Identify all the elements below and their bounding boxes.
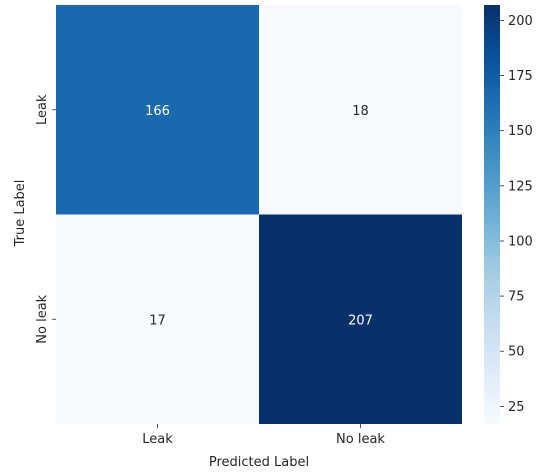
y-axis-label: True Label	[13, 180, 28, 248]
y-tick-label: Leak	[35, 94, 50, 125]
cell-value-label: 17	[149, 313, 166, 328]
x-axis: Leak No leak	[142, 424, 385, 447]
colorbar-tick-label: 200	[508, 14, 533, 29]
heatmap-cell	[259, 214, 462, 424]
y-axis: Leak No leak	[35, 94, 56, 344]
heatmap-cell	[56, 5, 259, 215]
colorbar-tick-label: 150	[508, 124, 533, 139]
cell-value-label: 207	[348, 313, 373, 328]
colorbar: 25 50 75 100 125 150 175 200	[484, 5, 533, 424]
colorbar-gradient	[484, 5, 500, 424]
colorbar-tick-label: 175	[508, 69, 533, 84]
colorbar-tick-label: 50	[508, 345, 525, 360]
y-tick-label: No leak	[35, 294, 50, 343]
colorbar-tick-label: 25	[508, 400, 525, 415]
colorbar-tick-label: 100	[508, 234, 533, 249]
x-tick-label: Leak	[142, 432, 173, 447]
x-axis-label: Predicted Label	[209, 455, 309, 470]
cell-value-label: 166	[145, 104, 170, 119]
x-tick-label: No leak	[336, 432, 385, 447]
colorbar-tick-label: 75	[508, 290, 525, 305]
heatmap-cells	[56, 5, 462, 424]
heatmap-cell	[259, 5, 462, 215]
cell-value-label: 18	[352, 104, 369, 119]
cell-annotations: 166 18 17 207	[145, 104, 373, 329]
heatmap-cell	[56, 214, 259, 424]
colorbar-tick-label: 125	[508, 179, 533, 194]
